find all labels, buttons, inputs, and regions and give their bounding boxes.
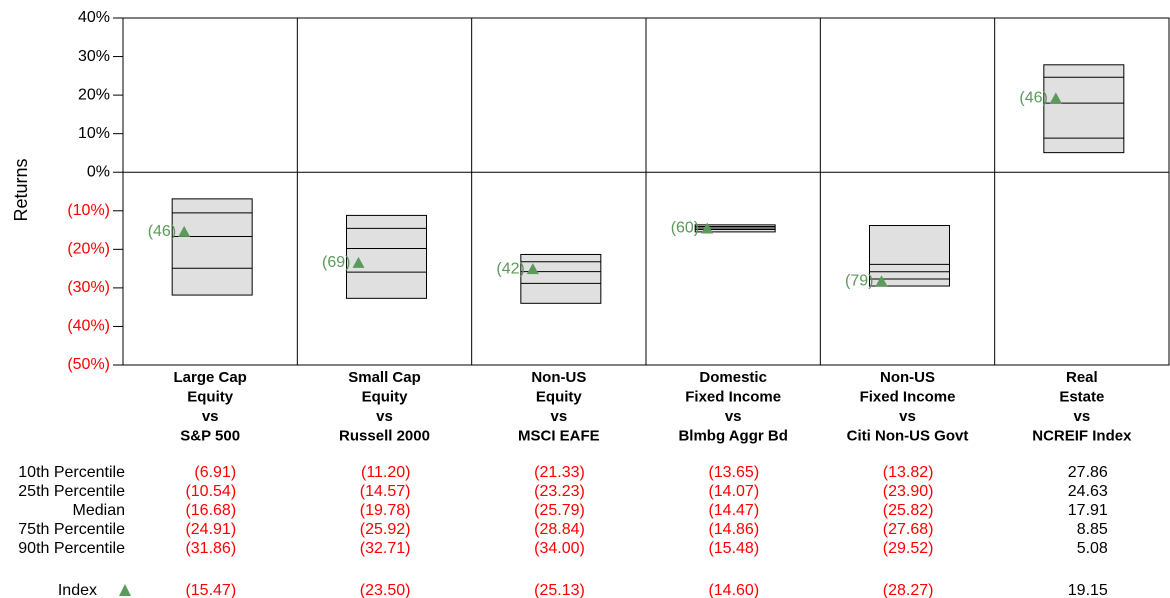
table-index-value: (28.27) bbox=[883, 582, 934, 598]
category-label: Equity bbox=[536, 388, 582, 405]
table-index-value: (23.50) bbox=[360, 582, 411, 598]
category-label: Large Cap bbox=[173, 369, 246, 386]
table-value: 24.63 bbox=[1068, 483, 1108, 500]
table-value: (25.82) bbox=[883, 502, 934, 519]
rank-label: (69) bbox=[322, 254, 350, 271]
table-index-value: (14.60) bbox=[708, 582, 759, 598]
row-label: Index bbox=[58, 582, 97, 598]
rank-label: (60) bbox=[671, 220, 699, 237]
category-label: Domestic bbox=[699, 369, 767, 386]
index-marker bbox=[352, 256, 365, 268]
table-value: 5.08 bbox=[1077, 540, 1108, 557]
table-value: (27.68) bbox=[883, 521, 934, 538]
rank-label: (46) bbox=[148, 223, 176, 240]
category-label: vs bbox=[550, 408, 567, 425]
table-value: (31.86) bbox=[185, 540, 236, 557]
row-label: 10th Percentile bbox=[18, 464, 125, 481]
row-label: 75th Percentile bbox=[18, 521, 125, 538]
table-value: (14.57) bbox=[360, 483, 411, 500]
y-tick-label: 40% bbox=[78, 9, 110, 26]
table-value: (14.86) bbox=[708, 521, 759, 538]
category-label: vs bbox=[1073, 408, 1090, 425]
index-marker bbox=[526, 263, 539, 275]
category-label: Fixed Income bbox=[860, 388, 956, 405]
index-marker bbox=[1049, 92, 1062, 104]
table-value: (13.65) bbox=[708, 464, 759, 481]
y-tick-label: (50%) bbox=[67, 356, 110, 373]
row-label: Median bbox=[73, 502, 125, 519]
category-label: Citi Non-US Govt bbox=[847, 427, 969, 444]
category-label: MSCI EAFE bbox=[518, 427, 600, 444]
rank-label: (46) bbox=[1019, 90, 1047, 107]
category-label: S&P 500 bbox=[180, 427, 240, 444]
category-label: Estate bbox=[1059, 388, 1104, 405]
table-value: (34.00) bbox=[534, 540, 585, 557]
category-label: vs bbox=[202, 408, 219, 425]
table-value: (28.84) bbox=[534, 521, 585, 538]
table-value: (21.33) bbox=[534, 464, 585, 481]
table-value: (10.54) bbox=[185, 483, 236, 500]
percentile-box bbox=[520, 253, 602, 304]
category-label: vs bbox=[376, 408, 393, 425]
table-index-value: 19.15 bbox=[1068, 582, 1108, 598]
category-label: Russell 2000 bbox=[339, 427, 430, 444]
percentile-box bbox=[869, 225, 950, 287]
rank-label: (79) bbox=[845, 272, 873, 289]
category-label: Small Cap bbox=[348, 369, 421, 386]
category-label: Real bbox=[1066, 369, 1098, 386]
table-value: (25.92) bbox=[360, 521, 411, 538]
y-tick-label: (30%) bbox=[67, 279, 110, 296]
category-label: vs bbox=[725, 408, 742, 425]
table-value: (14.07) bbox=[708, 483, 759, 500]
category-label: vs bbox=[899, 408, 916, 425]
y-tick-label: 0% bbox=[87, 163, 110, 180]
category-label: Blmbg Aggr Bd bbox=[678, 427, 787, 444]
table-value: (6.91) bbox=[194, 464, 236, 481]
percentile-box bbox=[171, 198, 253, 296]
category-label: Non-US bbox=[880, 369, 935, 386]
category-label: Non-US bbox=[531, 369, 586, 386]
category-label: Equity bbox=[362, 388, 408, 405]
table-value: (11.20) bbox=[361, 464, 411, 481]
table-value: (25.79) bbox=[534, 502, 585, 519]
table-value: 17.91 bbox=[1068, 502, 1108, 519]
legend-marker bbox=[119, 584, 131, 596]
row-label: 90th Percentile bbox=[18, 540, 125, 557]
table-value: 8.85 bbox=[1077, 521, 1108, 538]
table-value: (19.78) bbox=[360, 502, 411, 519]
category-label: NCREIF Index bbox=[1032, 427, 1132, 444]
y-tick-label: (40%) bbox=[67, 318, 110, 335]
table-value: (14.47) bbox=[708, 502, 759, 519]
y-tick-label: 20% bbox=[78, 86, 110, 103]
table-value: (24.91) bbox=[185, 521, 236, 538]
table-value: (16.68) bbox=[185, 502, 236, 519]
y-tick-label: 30% bbox=[78, 48, 110, 65]
row-label: 25th Percentile bbox=[18, 483, 125, 500]
y-tick-label: (20%) bbox=[67, 241, 110, 258]
table-value: (15.48) bbox=[708, 540, 759, 557]
index-marker bbox=[178, 225, 191, 237]
y-tick-label: (10%) bbox=[67, 202, 110, 219]
table-value: (29.52) bbox=[883, 540, 934, 557]
table-index-value: (25.13) bbox=[534, 582, 585, 598]
rank-label: (42) bbox=[496, 260, 524, 277]
table-value: (23.23) bbox=[534, 483, 585, 500]
index-marker bbox=[701, 222, 714, 234]
table-value: 27.86 bbox=[1068, 464, 1108, 481]
table-value: (13.82) bbox=[883, 464, 934, 481]
percentile-box bbox=[346, 214, 427, 299]
percentile-box bbox=[1043, 64, 1125, 154]
index-marker bbox=[875, 275, 888, 287]
category-label: Fixed Income bbox=[685, 388, 781, 405]
table-value: (23.90) bbox=[883, 483, 934, 500]
table-value: (32.71) bbox=[360, 540, 411, 557]
table-index-value: (15.47) bbox=[185, 582, 236, 598]
y-axis-label: Returns bbox=[11, 158, 31, 221]
category-label: Equity bbox=[187, 388, 233, 405]
y-tick-label: 10% bbox=[78, 125, 110, 142]
